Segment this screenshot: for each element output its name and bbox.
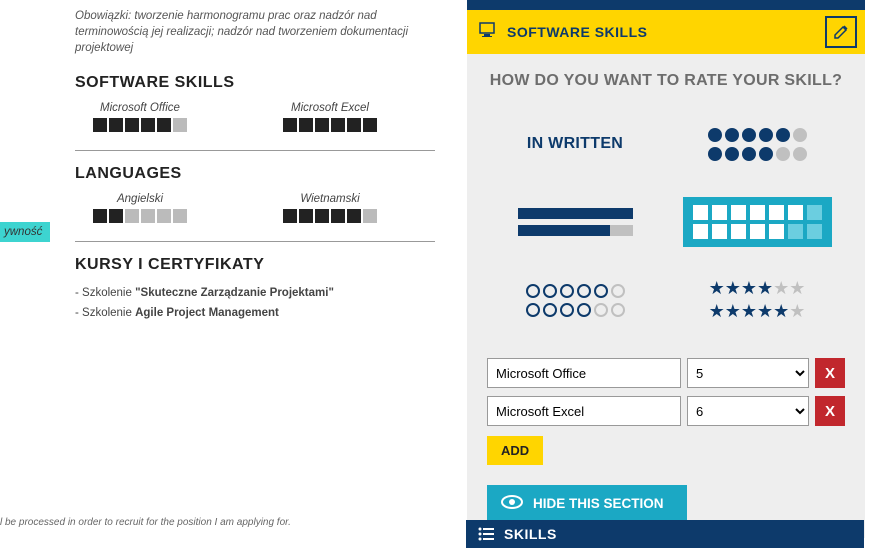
pencil-icon xyxy=(833,24,849,40)
skills-bar-label: SKILLS xyxy=(504,526,557,542)
section-header[interactable]: SOFTWARE SKILLS xyxy=(467,10,865,54)
skill-form-row: 5 X xyxy=(487,358,845,388)
eye-icon xyxy=(501,495,523,512)
delete-button[interactable]: X xyxy=(815,358,845,388)
skills-collapsed-bar[interactable]: SKILLS xyxy=(466,520,864,548)
monitor-icon xyxy=(479,22,497,43)
in-written-label: IN WRITTEN xyxy=(527,135,623,153)
skill-label: Microsoft Office xyxy=(75,102,205,114)
list-icon xyxy=(478,527,494,541)
activity-tag: ywność xyxy=(0,222,50,242)
add-button[interactable]: ADD xyxy=(487,436,543,465)
option-bars[interactable] xyxy=(495,192,655,252)
duties-text: Obowiązki: tworzenie harmonogramu prac o… xyxy=(75,8,435,56)
rating-style-options: IN WRITTEN xyxy=(487,114,845,330)
skill-form-row: 6 X xyxy=(487,396,845,426)
skill-item: Wietnamski xyxy=(265,193,395,223)
editor-panel: SOFTWARE SKILLS HOW DO YOU WANT TO RATE … xyxy=(467,0,882,548)
languages-row: Angielski Wietnamski xyxy=(75,193,435,223)
skill-rating-squares xyxy=(265,209,395,223)
skill-name-input[interactable] xyxy=(487,358,681,388)
delete-button[interactable]: X xyxy=(815,396,845,426)
edit-button[interactable] xyxy=(825,16,857,48)
hide-section-label: HIDE THIS SECTION xyxy=(533,496,664,511)
languages-heading: LANGUAGES xyxy=(75,165,435,183)
skill-level-select[interactable]: 6 xyxy=(687,396,809,426)
option-grid-squares[interactable] xyxy=(677,192,837,252)
option-circles[interactable] xyxy=(495,270,655,330)
option-stars[interactable]: ★★★★★★ ★★★★★★ xyxy=(677,270,837,330)
editor-scroll-area[interactable]: HOW DO YOU WANT TO RATE YOUR SKILL? IN W… xyxy=(467,54,865,538)
section-header-title: SOFTWARE SKILLS xyxy=(507,24,648,40)
course-prefix: - Szkolenie xyxy=(75,307,135,319)
course-prefix: - Szkolenie xyxy=(75,287,135,299)
option-dots[interactable] xyxy=(677,114,837,174)
skill-label: Wietnamski xyxy=(265,193,395,205)
skill-item: Microsoft Office xyxy=(75,102,205,132)
blue-strip xyxy=(467,0,865,10)
software-skills-heading: SOFTWARE SKILLS xyxy=(75,74,435,92)
skill-name-input[interactable] xyxy=(487,396,681,426)
skill-rating-squares xyxy=(75,118,205,132)
skill-label: Microsoft Excel xyxy=(265,102,395,114)
skill-rating-squares xyxy=(75,209,205,223)
skill-rating-squares xyxy=(265,118,395,132)
skill-item: Angielski xyxy=(75,193,205,223)
course-name: Agile Project Management xyxy=(135,307,279,319)
skill-level-select[interactable]: 5 xyxy=(687,358,809,388)
option-in-written[interactable]: IN WRITTEN xyxy=(495,114,655,174)
courses-list: - Szkolenie "Skuteczne Zarządzanie Proje… xyxy=(75,284,435,323)
skill-label: Angielski xyxy=(75,193,205,205)
rating-question: HOW DO YOU WANT TO RATE YOUR SKILL? xyxy=(487,72,845,90)
hide-section-button[interactable]: HIDE THIS SECTION xyxy=(487,485,687,522)
skill-item: Microsoft Excel xyxy=(265,102,395,132)
resume-preview-panel: ywność Obowiązki: tworzenie harmonogramu… xyxy=(0,0,455,548)
course-name: "Skuteczne Zarządzanie Projektami" xyxy=(135,287,334,299)
gdpr-footer: l be processed in order to recruit for t… xyxy=(0,517,291,528)
software-skills-row: Microsoft Office Microsoft Excel xyxy=(75,102,435,132)
courses-heading: KURSY I CERTYFIKATY xyxy=(75,256,435,274)
